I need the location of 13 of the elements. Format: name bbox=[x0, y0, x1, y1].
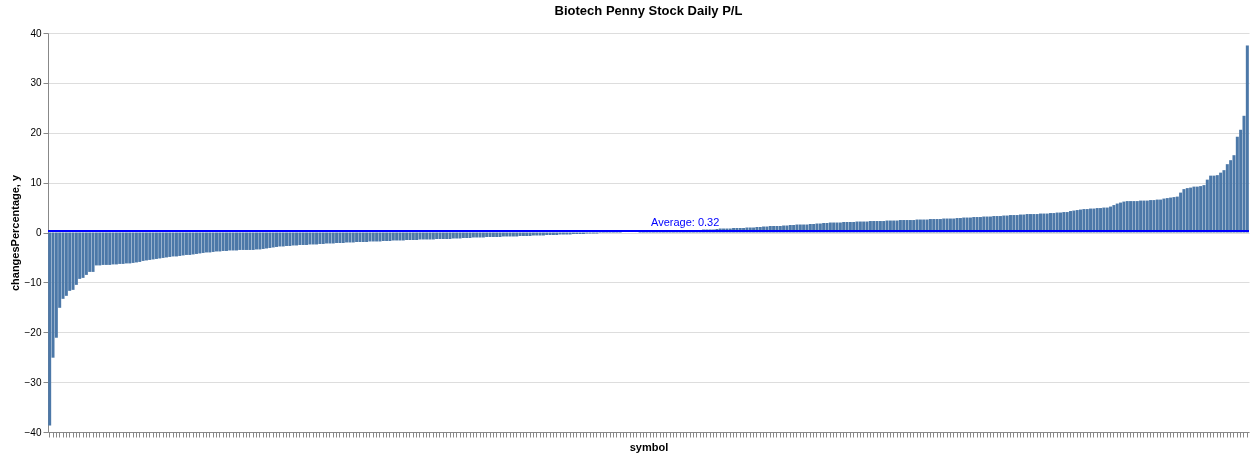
y-tick-label: 40 bbox=[30, 27, 42, 39]
y-tick-label: 10 bbox=[30, 177, 42, 189]
y-tick-label: −10 bbox=[24, 276, 42, 288]
ref-line-label: Average: 0.32 bbox=[651, 215, 720, 228]
y-tick-label: −40 bbox=[24, 426, 42, 438]
y-tick-label: 20 bbox=[30, 127, 42, 139]
y-axis-title: changesPercentage, y bbox=[8, 174, 21, 292]
x-axis-title: symbol bbox=[629, 441, 669, 453]
chart-title: Biotech Penny Stock Daily P/L bbox=[554, 3, 743, 18]
y-tick-label: 0 bbox=[35, 227, 42, 238]
y-tick-label: −30 bbox=[24, 376, 42, 388]
y-tick-label: −20 bbox=[24, 326, 42, 338]
y-tick-label: 30 bbox=[30, 77, 42, 89]
